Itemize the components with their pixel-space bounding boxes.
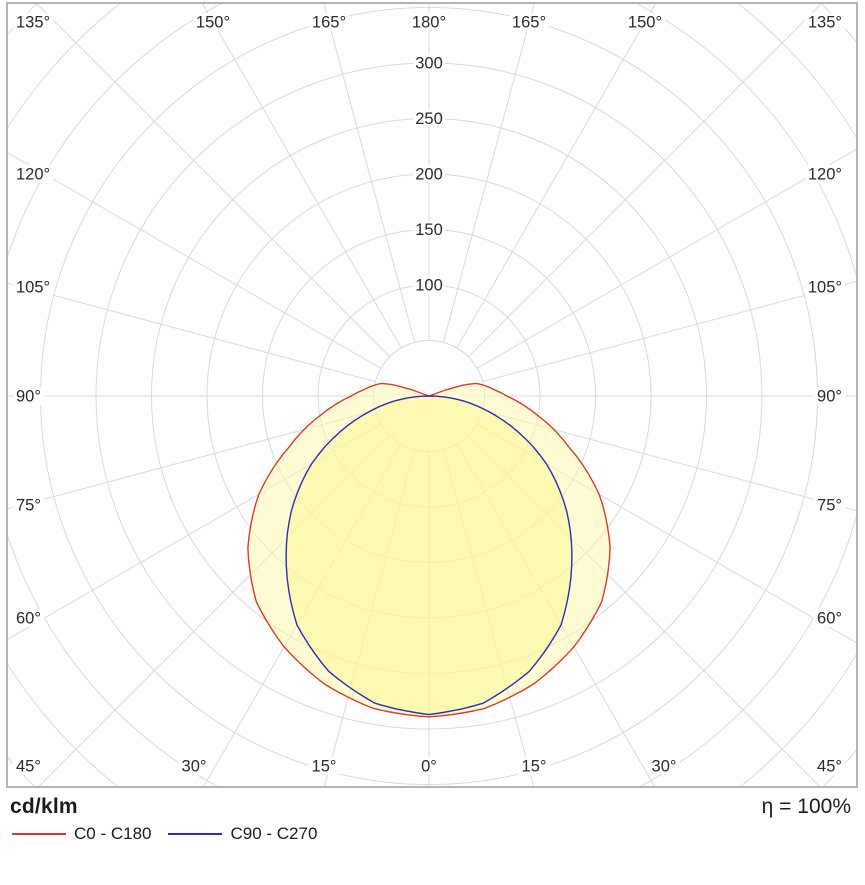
angle-label: 120° — [16, 166, 50, 184]
label-bg — [805, 13, 845, 31]
grid-spoke — [201, 3, 402, 349]
label-bg — [813, 387, 845, 405]
angle-label: 180° — [412, 14, 446, 32]
grid-spoke — [7, 151, 382, 369]
radial-tick-label: 250 — [415, 110, 443, 128]
angle-label: 165° — [312, 14, 346, 32]
grid-spoke — [456, 3, 657, 349]
grid-spoke — [442, 3, 535, 343]
units-label: cd/klm — [10, 795, 78, 818]
grid-spoke — [476, 423, 857, 644]
angle-label: 30° — [182, 758, 207, 776]
label-bg — [178, 757, 210, 775]
angle-label: 30° — [652, 758, 677, 776]
angle-label: 15° — [522, 758, 547, 776]
grid-spoke — [7, 282, 376, 383]
angle-label: 105° — [808, 279, 842, 297]
label-bg — [13, 278, 53, 296]
angle-label: 105° — [16, 279, 50, 297]
angle-label: 90° — [817, 388, 842, 406]
angle-label: 60° — [16, 610, 41, 628]
radial-tick-label: 150 — [415, 221, 443, 239]
grid-spoke — [35, 3, 391, 358]
grid-spoke — [323, 3, 416, 343]
grid-spoke — [476, 148, 857, 369]
plot-border — [6, 2, 858, 788]
angle-label: 150° — [196, 14, 230, 32]
label-bg — [309, 13, 349, 31]
label-bg — [413, 276, 445, 294]
chart-footer: cd/klm η = 100% C0 - C180 C90 - C270 — [0, 792, 865, 844]
angle-label: 45° — [16, 758, 41, 776]
legend-item-c90-c270: C90 - C270 — [168, 824, 317, 844]
label-bg — [13, 496, 45, 514]
label-bg — [518, 757, 550, 775]
legend-label-c90-c270: C90 - C270 — [230, 824, 318, 843]
label-bg — [409, 13, 449, 31]
angle-label: 165° — [512, 14, 546, 32]
grid-spoke — [482, 409, 857, 512]
label-bg — [625, 13, 665, 31]
angle-label: 75° — [16, 497, 41, 515]
curve-c90-c270 — [285, 395, 573, 716]
angle-label: 15° — [312, 758, 337, 776]
angle-label: 0° — [421, 758, 437, 776]
label-bg — [13, 165, 53, 183]
legend-item-c0-c180: C0 - C180 — [12, 824, 151, 844]
grid-spoke — [482, 280, 857, 383]
grid-spoke — [7, 423, 382, 641]
label-bg — [413, 109, 445, 128]
angle-label: 60° — [817, 610, 842, 628]
label-bg — [648, 757, 680, 775]
label-bg — [813, 757, 845, 775]
label-bg — [13, 387, 45, 405]
legend: C0 - C180 C90 - C270 — [0, 824, 865, 844]
label-bg — [417, 757, 441, 775]
label-bg — [413, 220, 445, 239]
angle-label: 75° — [817, 497, 842, 515]
label-bg — [805, 278, 845, 296]
label-bg — [308, 757, 340, 775]
grid-spoke — [7, 409, 376, 510]
legend-line-blue — [168, 833, 223, 835]
label-bg — [13, 757, 45, 775]
label-bg — [13, 609, 45, 627]
efficiency-label: η = 100% — [761, 795, 851, 818]
legend-line-red — [12, 833, 66, 835]
polar-chart: 100 150 200 250 300 135° 150° 165° 180° 165° 150° 1… — [6, 2, 858, 788]
label-bg — [813, 496, 845, 514]
legend-label-c0-c180: C0 - C180 — [74, 824, 152, 843]
angle-label: 135° — [16, 14, 50, 32]
label-bg — [13, 13, 53, 31]
radial-tick-label: 100 — [415, 277, 443, 295]
label-bg — [805, 165, 845, 183]
angle-label: 150° — [628, 14, 662, 32]
angle-label: 120° — [808, 166, 842, 184]
angle-label: 45° — [817, 758, 842, 776]
angle-label: 90° — [16, 388, 41, 406]
label-bg — [413, 165, 445, 183]
label-bg — [813, 609, 845, 627]
radial-tick-label: 200 — [415, 166, 443, 184]
label-bg — [413, 54, 445, 72]
angle-label: 135° — [808, 14, 842, 32]
label-bg — [193, 13, 233, 31]
radial-tick-label: 300 — [415, 55, 443, 73]
grid-spoke — [467, 3, 823, 358]
label-bg — [509, 13, 549, 31]
